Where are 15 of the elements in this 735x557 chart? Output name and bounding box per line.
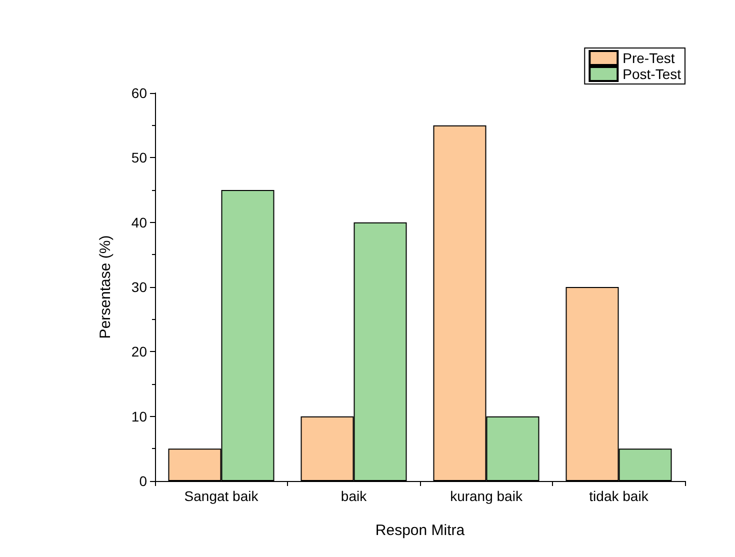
y-tick-label: 50 bbox=[131, 150, 148, 166]
x-tick-label: tidak baik bbox=[589, 488, 650, 504]
x-tick-label: kurang baik bbox=[450, 488, 524, 504]
y-tick-label: 20 bbox=[131, 344, 148, 360]
x-axis-title: Respon Mitra bbox=[375, 522, 466, 539]
y-axis-title: Persentase (%) bbox=[97, 235, 114, 339]
y-tick-label: 40 bbox=[131, 214, 148, 230]
y-tick-label: 60 bbox=[131, 85, 148, 101]
legend-label: Pre-Test bbox=[622, 50, 675, 66]
y-tick-label: 10 bbox=[131, 408, 148, 424]
y-tick-label: 30 bbox=[131, 279, 148, 295]
legend-label: Post-Test bbox=[622, 66, 682, 82]
x-tick-label: baik bbox=[340, 488, 368, 504]
y-tick-label: 0 bbox=[139, 473, 148, 489]
x-tick-label: Sangat baik bbox=[184, 488, 260, 504]
